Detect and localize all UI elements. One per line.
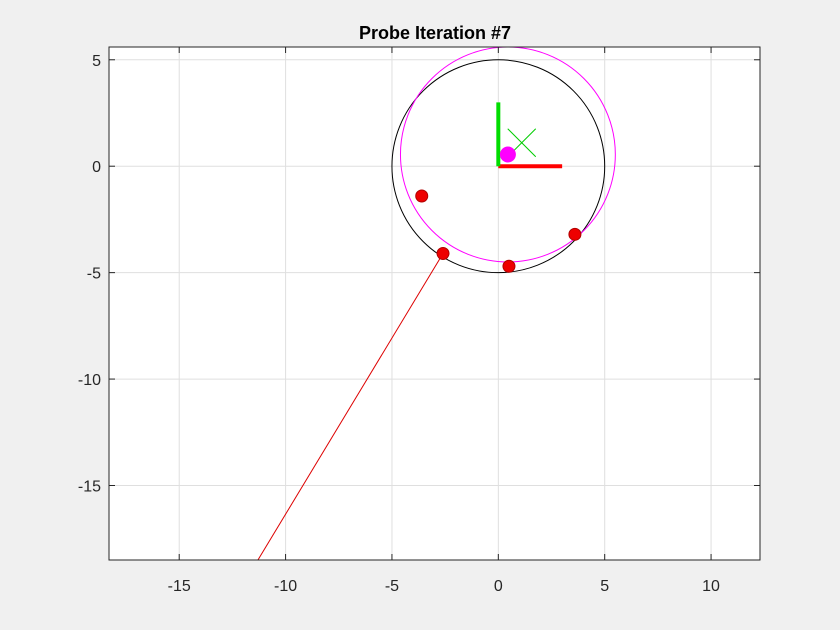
x-tick-label: 0 — [494, 578, 503, 595]
x-tick-label: 10 — [702, 578, 720, 595]
probe-line — [257, 253, 444, 560]
plot-area: -15 -10 -5 0 5 10 5 0 -5 -10 -15 — [78, 46, 761, 595]
center-point — [499, 146, 516, 163]
y-tick-label: 0 — [92, 159, 101, 176]
probe-point — [568, 227, 582, 241]
probe-point — [436, 246, 450, 260]
y-tick-label: 5 — [92, 53, 101, 70]
probe-point — [415, 189, 429, 203]
y-tick-label: -10 — [78, 372, 101, 389]
ticks: -15 -10 -5 0 5 10 5 0 -5 -10 -15 — [78, 47, 760, 595]
grid — [109, 47, 760, 560]
x-tick-label: 5 — [600, 578, 609, 595]
axes-box — [108, 46, 761, 561]
chart-title: Probe Iteration #7 — [359, 23, 511, 43]
y-tick-label: -5 — [87, 266, 101, 283]
x-tick-label: -5 — [385, 578, 399, 595]
probe-point — [502, 259, 516, 273]
y-tick-label: -15 — [78, 478, 101, 495]
axes-background — [109, 47, 760, 560]
x-tick-label: -10 — [274, 578, 297, 595]
data-layer — [257, 47, 616, 560]
nominal-circle — [391, 59, 606, 274]
x-tick-label: -15 — [168, 578, 191, 595]
